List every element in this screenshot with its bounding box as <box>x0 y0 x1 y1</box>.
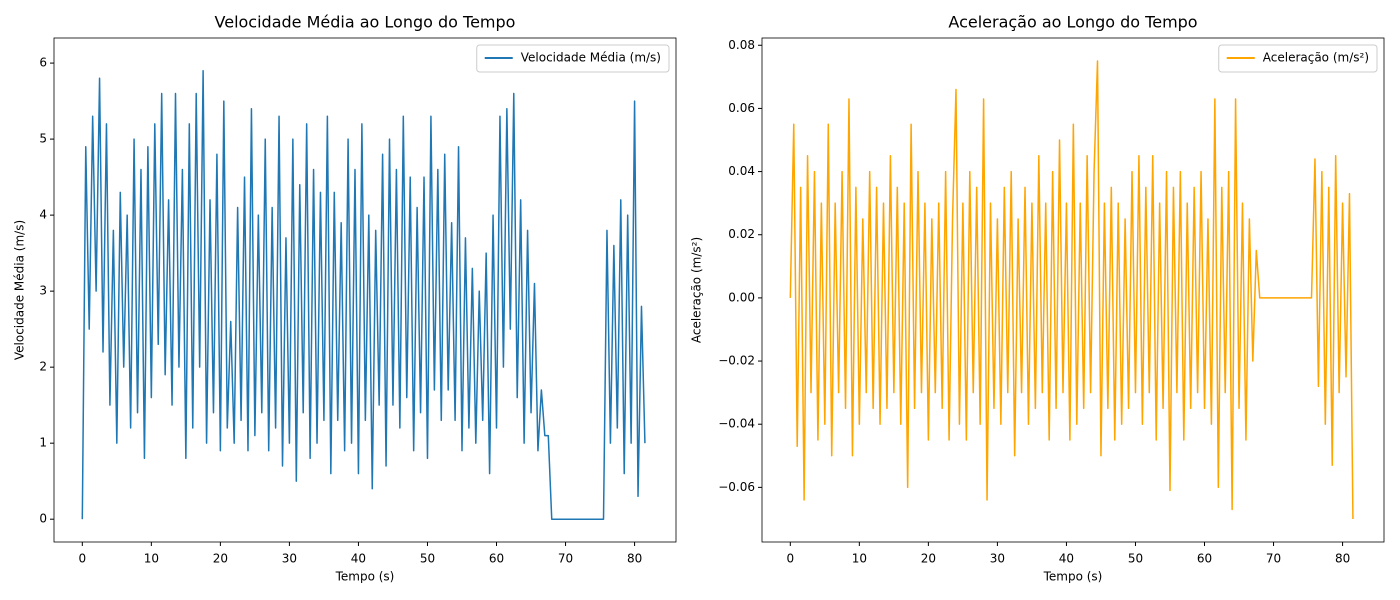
legend-label: Velocidade Média (m/s) <box>521 51 661 65</box>
x-tick-label: 30 <box>282 552 297 566</box>
y-tick-label: −0.04 <box>718 417 755 431</box>
x-tick-label: 40 <box>351 552 366 566</box>
x-tick-label: 80 <box>627 552 642 566</box>
x-tick-label: 20 <box>213 552 228 566</box>
legend-box <box>476 44 670 73</box>
legend: Velocidade Média (m/s) <box>476 44 670 73</box>
y-axis-label: Aceleração (m/s²) <box>690 237 704 343</box>
legend-box <box>1218 44 1378 73</box>
y-tick-label: 0.08 <box>728 38 755 52</box>
y-tick-label: −0.06 <box>718 480 755 494</box>
x-axis-label: Tempo (s) <box>1043 570 1103 584</box>
x-tick-label: 0 <box>786 552 794 566</box>
x-tick-label: 10 <box>852 552 867 566</box>
x-tick-label: 20 <box>921 552 936 566</box>
y-tick-label: 0.00 <box>728 290 755 304</box>
chart-title: Velocidade Média ao Longo do Tempo <box>215 13 516 32</box>
x-axis-label: Tempo (s) <box>335 570 395 584</box>
y-tick-label: 1 <box>39 436 47 450</box>
x-tick-label: 10 <box>144 552 159 566</box>
x-tick-label: 70 <box>1266 552 1281 566</box>
data-line <box>789 60 1354 519</box>
x-tick-label: 60 <box>489 552 504 566</box>
x-tick-label: 60 <box>1197 552 1212 566</box>
legend: Aceleração (m/s²) <box>1218 44 1378 73</box>
y-tick-label: −0.02 <box>718 354 755 368</box>
y-tick-label: 0.04 <box>728 164 755 178</box>
x-tick-label: 40 <box>1059 552 1074 566</box>
y-tick-label: 3 <box>39 284 47 298</box>
y-tick-label: 5 <box>39 132 47 146</box>
y-tick-label: 0.02 <box>728 227 755 241</box>
x-tick-label: 70 <box>558 552 573 566</box>
y-tick-label: 0 <box>39 512 47 526</box>
subplot: Aceleração ao Longo do Tempo Tempo (s) Ace… <box>690 13 1385 584</box>
y-axis-label: Velocidade Média (m/s) <box>13 220 27 360</box>
y-tick-label: 4 <box>39 208 47 222</box>
plot-frame <box>761 37 1385 543</box>
x-tick-label: 50 <box>420 552 435 566</box>
x-tick-label: 50 <box>1128 552 1143 566</box>
chart-title: Aceleração ao Longo do Tempo <box>948 13 1197 32</box>
plot-frame <box>53 37 677 543</box>
x-tick-label: 0 <box>78 552 86 566</box>
y-tick-label: 2 <box>39 360 47 374</box>
legend-label: Aceleração (m/s²) <box>1263 51 1369 65</box>
y-tick-label: 0.06 <box>728 101 755 115</box>
data-line <box>81 69 646 520</box>
x-tick-label: 30 <box>990 552 1005 566</box>
y-tick-label: 6 <box>39 56 47 70</box>
x-tick-label: 80 <box>1335 552 1350 566</box>
subplot: Velocidade Média ao Longo do Tempo Tempo … <box>13 13 677 584</box>
